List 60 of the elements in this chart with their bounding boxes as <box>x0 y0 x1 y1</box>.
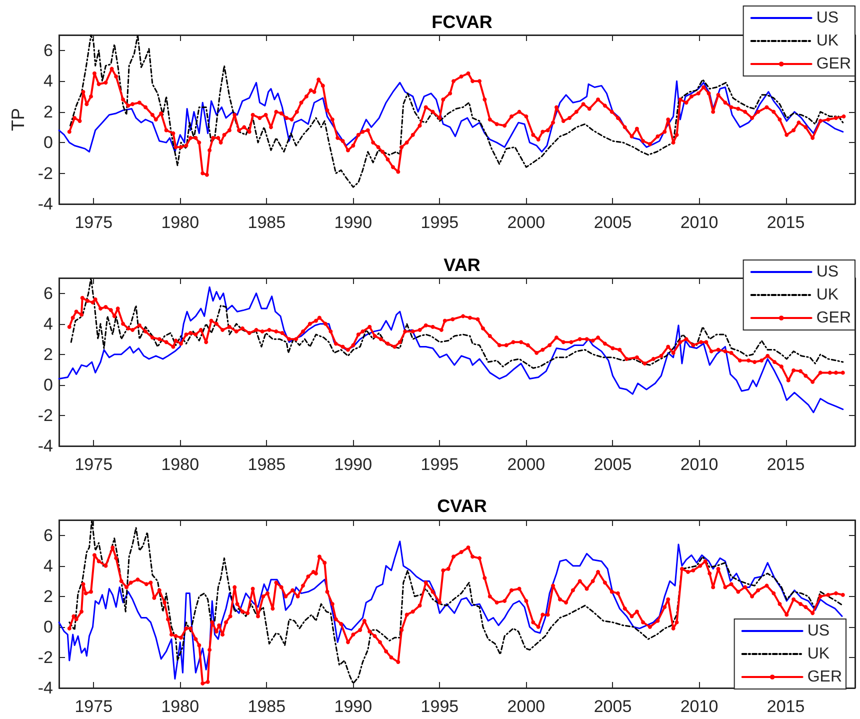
x-tick-label: 1990 <box>334 213 372 232</box>
legend-label: UK <box>807 646 830 662</box>
x-tick-label: 2005 <box>594 697 632 716</box>
x-tick-label: 2010 <box>680 455 718 474</box>
chart-title: FCVAR <box>432 12 492 32</box>
x-tick-label: 1995 <box>420 213 459 232</box>
x-tick-label: 2005 <box>594 213 632 232</box>
legend-label: UK <box>816 286 839 304</box>
y-tick-label: 4 <box>44 72 53 91</box>
legend-label: GER <box>816 310 851 326</box>
y-tick-label: 0 <box>44 375 53 394</box>
x-tick-label: 1995 <box>420 455 459 474</box>
line-series <box>68 519 844 684</box>
y-tick-label: 2 <box>44 102 53 122</box>
y-tick-label: -4 <box>38 678 53 698</box>
legend-label: US <box>807 622 830 640</box>
y-tick-label: -4 <box>38 194 53 214</box>
legend-label: GER <box>816 56 851 72</box>
y-tick-label: -2 <box>38 406 53 425</box>
y-tick-label: 6 <box>44 40 53 60</box>
x-tick-label: 2010 <box>680 697 718 716</box>
x-tick-label: 1985 <box>248 697 286 716</box>
y-tick-label: 0 <box>44 617 53 636</box>
x-tick-label: 2010 <box>680 213 718 232</box>
x-tick-label: 1995 <box>420 697 459 716</box>
legend-label: UK <box>816 32 839 50</box>
y-tick-label: 0 <box>44 133 53 152</box>
x-tick-label: 2000 <box>507 455 546 474</box>
x-tick-label: 1990 <box>334 697 372 716</box>
x-tick-label: 2015 <box>766 213 805 232</box>
x-tick-label: 1975 <box>74 697 113 716</box>
line-series <box>58 80 844 153</box>
x-tick-label: 2015 <box>766 455 805 474</box>
x-tick-label: 2000 <box>507 697 546 716</box>
y-tick-label: 6 <box>44 526 53 545</box>
y-tick-label: 4 <box>44 314 53 334</box>
x-tick-label: 1975 <box>74 455 113 474</box>
x-tick-label: 2005 <box>594 455 632 474</box>
legend-label: GER <box>807 668 842 686</box>
x-tick-label: 1985 <box>248 455 286 474</box>
legend-label: US <box>816 264 839 280</box>
y-tick-label: 2 <box>44 344 53 364</box>
x-tick-label: 1980 <box>161 213 200 232</box>
x-tick-label: 1990 <box>334 455 372 474</box>
chart-title: CVAR <box>437 496 487 516</box>
y-axis-title: TP <box>8 108 28 132</box>
y-tick-label: -2 <box>38 164 53 183</box>
y-tick-label: 6 <box>44 284 53 303</box>
y-tick-label: 4 <box>44 556 53 576</box>
x-tick-label: 1980 <box>161 697 200 716</box>
y-tick-label: -4 <box>38 436 53 456</box>
chart-title: VAR <box>444 255 480 275</box>
x-tick-label: 1985 <box>248 213 286 232</box>
x-tick-label: 2015 <box>766 697 805 716</box>
x-tick-label: 1975 <box>74 213 113 232</box>
x-tick-label: 2000 <box>507 213 546 232</box>
x-tick-label: 1980 <box>161 455 200 474</box>
legend-label: US <box>816 10 839 26</box>
y-tick-label: 2 <box>44 586 53 606</box>
y-tick-label: -2 <box>38 648 53 667</box>
